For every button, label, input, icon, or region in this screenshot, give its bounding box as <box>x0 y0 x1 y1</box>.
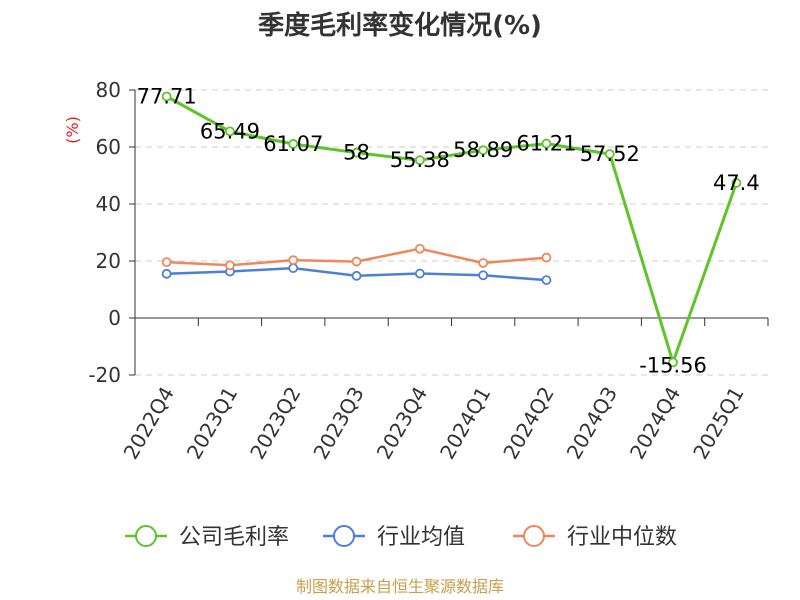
x-tick-label: 2024Q3 <box>562 383 622 464</box>
data-point[interactable] <box>288 255 299 266</box>
x-tick-label: 2024Q4 <box>625 383 685 464</box>
data-point[interactable] <box>414 268 425 279</box>
data-label: 58 <box>343 141 370 165</box>
y-axis-unit-label: (%) <box>63 116 82 144</box>
data-point[interactable] <box>478 145 489 156</box>
x-tick-label: 2024Q1 <box>435 383 495 464</box>
data-label: 57.52 <box>580 142 640 166</box>
data-label: 65.49 <box>200 119 260 143</box>
axis-layer: -20 0 20 40 60 80 2022Q4 2023Q1 2023Q2 2023Q3 2023… <box>88 78 769 464</box>
data-point[interactable] <box>604 149 615 159</box>
legend: 公司毛利率 行业均值 行业中位数 <box>125 525 677 550</box>
y-tick-label: 80 <box>96 78 121 102</box>
data-point[interactable] <box>161 91 172 102</box>
data-point[interactable] <box>161 257 172 268</box>
data-point[interactable] <box>225 260 235 271</box>
x-tick-label: 2024Q2 <box>498 383 558 464</box>
data-point[interactable] <box>225 126 235 137</box>
data-label: -15.56 <box>639 353 707 377</box>
y-tick-label: -20 <box>88 363 121 387</box>
data-point[interactable] <box>414 243 425 254</box>
data-label: 77.71 <box>137 85 197 109</box>
data-point[interactable] <box>351 147 362 158</box>
data-label: 58.89 <box>453 138 513 162</box>
y-tick-label: 60 <box>96 135 121 159</box>
data-point[interactable] <box>731 178 742 188</box>
data-label: 61.07 <box>263 132 323 156</box>
legend-marker <box>523 525 545 547</box>
y-tick-label: 40 <box>96 192 121 216</box>
chart-title: 季度毛利率变化情况(%) <box>258 10 542 41</box>
series-layer <box>161 91 742 368</box>
source-note: 制图数据来自恒生聚源数据库 <box>296 577 504 596</box>
legend-label[interactable]: 行业中位数 <box>567 525 677 550</box>
data-point[interactable] <box>541 138 552 149</box>
legend-label[interactable]: 行业均值 <box>377 525 465 550</box>
x-tick-label: 2023Q1 <box>182 383 242 464</box>
x-tick-label: 2023Q3 <box>308 383 368 464</box>
data-label: 61.21 <box>516 132 576 156</box>
legend-label[interactable]: 公司毛利率 <box>179 525 289 550</box>
data-label: 55.38 <box>390 148 450 172</box>
x-tick-label: 2022Q4 <box>119 383 179 464</box>
x-tick-label: 2023Q2 <box>245 383 305 464</box>
series-line <box>165 95 738 364</box>
data-label: 47.4 <box>713 171 760 195</box>
data-point[interactable] <box>478 258 489 268</box>
data-point[interactable] <box>288 263 299 274</box>
x-tick-label: 2023Q4 <box>372 383 432 464</box>
x-tick-label: 2025Q1 <box>688 383 748 464</box>
data-point[interactable] <box>161 268 172 279</box>
data-point[interactable] <box>541 252 552 263</box>
data-point[interactable] <box>478 270 489 281</box>
data-point[interactable] <box>541 275 552 285</box>
data-point[interactable] <box>288 139 299 149</box>
data-point[interactable] <box>668 357 678 368</box>
data-point[interactable] <box>351 256 362 267</box>
y-tick-label: 0 <box>108 306 121 330</box>
legend-marker <box>333 525 355 547</box>
y-tick-label: 20 <box>96 249 121 273</box>
data-point[interactable] <box>351 270 362 281</box>
data-point[interactable] <box>414 155 425 166</box>
legend-marker <box>135 525 157 547</box>
